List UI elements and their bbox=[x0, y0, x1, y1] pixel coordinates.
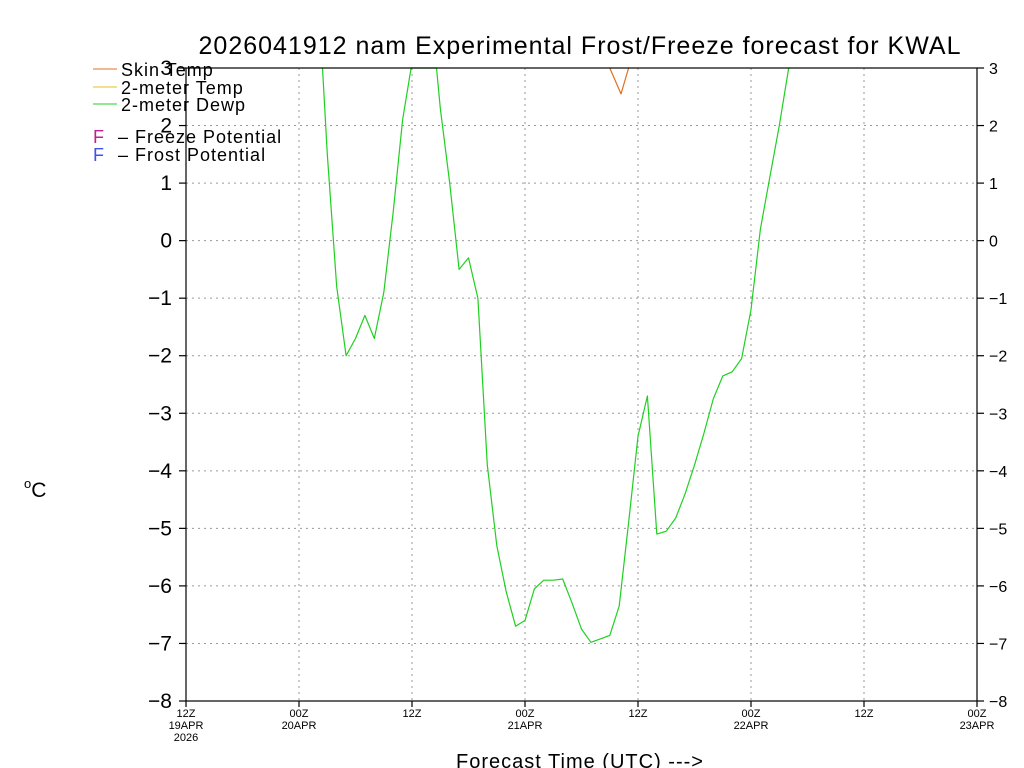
y-tick-label-right: −8 bbox=[989, 694, 1007, 711]
y-axis-ticks: 3 3 2 2 1 1 0 0 −1 −1 −2 −2 −3 −3 −4 −4 −5 −5 −6 −6 −7 −7 −8 −8 bbox=[148, 57, 1007, 713]
legend-frost-symbol: F bbox=[93, 145, 105, 165]
y-tick-label-right: −6 bbox=[989, 579, 1007, 596]
legend-frost-label: – Frost Potential bbox=[118, 145, 266, 165]
y-tick-label-right: −4 bbox=[989, 464, 1007, 481]
y-tick-label-left: −2 bbox=[148, 345, 172, 368]
x-tick-label: 00Z bbox=[742, 708, 761, 720]
x-tick-label: 00Z bbox=[516, 708, 535, 720]
series-line-skin-temp bbox=[609, 67, 630, 95]
x-tick-label: 19APR bbox=[169, 720, 204, 732]
y-tick-label-left: −5 bbox=[148, 517, 172, 540]
grid-lines bbox=[186, 68, 977, 701]
legend-freeze-symbol: F bbox=[93, 127, 105, 147]
x-tick-label: 12Z bbox=[403, 708, 422, 720]
x-tick-label: 22APR bbox=[734, 720, 769, 732]
y-tick-label-right: 2 bbox=[989, 119, 998, 136]
y-axis-label-unit: C bbox=[31, 479, 46, 502]
y-tick-label-right: −7 bbox=[989, 636, 1007, 653]
y-tick-label-left: −1 bbox=[148, 287, 172, 310]
x-tick-label: 00Z bbox=[968, 708, 987, 720]
y-tick-label-right: 0 bbox=[989, 234, 998, 251]
x-tick-label: 21APR bbox=[508, 720, 543, 732]
series-line-2-meter-dewp bbox=[321, 67, 790, 643]
legend: Skin Temp 2-meter Temp 2-meter Dewp F – … bbox=[93, 60, 282, 165]
series-layer bbox=[321, 67, 790, 643]
y-tick-label-right: −1 bbox=[989, 291, 1007, 308]
y-tick-label-left: 0 bbox=[160, 230, 172, 253]
y-tick-label-left: 2 bbox=[160, 115, 172, 138]
y-tick-label-left: 3 bbox=[160, 57, 172, 80]
x-axis-label: Forecast Time (UTC) ---> bbox=[456, 751, 704, 768]
y-tick-label-left: −3 bbox=[148, 402, 172, 425]
plot-frame bbox=[185, 67, 978, 702]
y-tick-label-right: −5 bbox=[989, 521, 1007, 538]
legend-2m-dewp-label: 2-meter Dewp bbox=[121, 95, 246, 115]
y-tick-label-right: −3 bbox=[989, 406, 1007, 423]
x-tick-label: 12Z bbox=[177, 708, 196, 720]
y-axis-label-degree: o bbox=[24, 476, 31, 491]
y-tick-label-right: −2 bbox=[989, 349, 1007, 366]
x-tick-label: 2026 bbox=[174, 732, 198, 744]
x-tick-label: 23APR bbox=[960, 720, 995, 732]
y-tick-label-left: −6 bbox=[148, 575, 172, 598]
y-tick-label-left: −4 bbox=[148, 460, 172, 483]
y-tick-label-left: 1 bbox=[160, 172, 172, 195]
legend-2m-temp-label: 2-meter Temp bbox=[121, 78, 244, 98]
legend-skin-temp-label: Skin Temp bbox=[121, 60, 214, 80]
legend-freeze-label: – Freeze Potential bbox=[118, 127, 282, 147]
x-tick-label: 20APR bbox=[282, 720, 317, 732]
y-axis-label: oC bbox=[24, 476, 46, 502]
y-tick-label-left: −7 bbox=[148, 632, 172, 655]
x-tick-label: 00Z bbox=[290, 708, 309, 720]
y-tick-label-left: −8 bbox=[148, 690, 172, 713]
x-tick-label: 12Z bbox=[629, 708, 648, 720]
x-tick-label: 12Z bbox=[855, 708, 874, 720]
y-tick-label-right: 3 bbox=[989, 61, 998, 78]
chart-title: 2026041912 nam Experimental Frost/Freeze… bbox=[199, 32, 962, 60]
y-tick-label-right: 1 bbox=[989, 176, 998, 193]
